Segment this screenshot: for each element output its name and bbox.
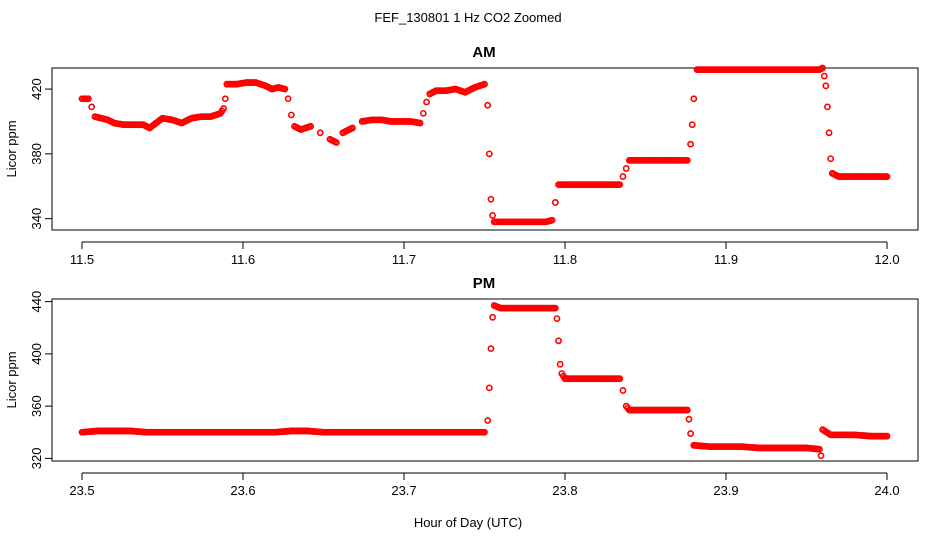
am-data-point bbox=[485, 150, 493, 158]
am-data-points bbox=[78, 64, 891, 226]
pm-data-point bbox=[619, 387, 627, 394]
am-data-point bbox=[616, 181, 624, 189]
am-data-point bbox=[690, 95, 698, 103]
am-y-tick-label: 340 bbox=[29, 208, 44, 230]
am-panel: AM 11.5 11.6 11.7 11.8 11.9 12.0 340 380 420 Li… bbox=[4, 44, 919, 267]
pm-data-points bbox=[78, 302, 891, 460]
pm-data-point bbox=[489, 313, 496, 321]
am-y-axis-label: Licor ppm bbox=[4, 120, 19, 177]
pm-data-point bbox=[481, 428, 488, 436]
x-axis-label: Hour of Day (UTC) bbox=[414, 515, 522, 530]
am-data-point bbox=[687, 140, 694, 148]
am-data-point bbox=[220, 105, 228, 112]
pm-data-point bbox=[815, 445, 823, 453]
am-x-tick-label: 11.8 bbox=[553, 252, 577, 267]
pm-data-point bbox=[487, 345, 495, 353]
am-data-point bbox=[284, 95, 292, 103]
pm-x-tick-label: 23.7 bbox=[391, 483, 416, 498]
am-x-tick-label: 11.9 bbox=[714, 252, 738, 267]
am-data-point bbox=[827, 155, 835, 163]
am-plot-frame bbox=[51, 67, 919, 231]
am-data-point bbox=[683, 156, 691, 164]
am-data-point bbox=[419, 109, 427, 117]
pm-y-axis: 320 360 400 440 bbox=[29, 291, 53, 470]
pm-y-tick-label: 320 bbox=[29, 448, 44, 470]
am-x-tick-label: 11.7 bbox=[392, 252, 416, 267]
am-data-point bbox=[825, 129, 833, 137]
am-data-point bbox=[281, 85, 289, 93]
pm-data-point bbox=[817, 452, 825, 460]
am-data-point bbox=[484, 101, 492, 109]
pm-panel: PM 23.5 23.6 23.7 23.8 23.9 24.0 320 360 400 440… bbox=[4, 275, 919, 498]
pm-data-point bbox=[883, 432, 891, 440]
am-data-point bbox=[548, 216, 556, 224]
pm-y-tick-label: 360 bbox=[29, 395, 44, 417]
am-data-point bbox=[487, 195, 495, 203]
pm-plot-frame bbox=[51, 298, 919, 462]
am-data-point bbox=[820, 72, 828, 80]
am-data-point bbox=[316, 129, 324, 137]
pm-x-tick-label: 23.9 bbox=[713, 483, 738, 498]
am-x-tick-label: 11.5 bbox=[70, 252, 94, 267]
am-data-point bbox=[481, 80, 488, 88]
figure-title: FEF_130801 1 Hz CO2 Zoomed bbox=[374, 10, 561, 25]
am-data-point bbox=[85, 95, 92, 103]
pm-y-tick-label: 400 bbox=[29, 343, 44, 365]
am-y-tick-label: 420 bbox=[29, 78, 44, 100]
am-data-point bbox=[221, 95, 229, 103]
am-data-point bbox=[819, 64, 826, 72]
am-data-point bbox=[416, 119, 424, 127]
am-x-axis: 11.5 11.6 11.7 11.8 11.9 12.0 bbox=[70, 241, 900, 267]
am-y-axis: 340 380 420 bbox=[29, 78, 53, 230]
am-panel-title: AM bbox=[472, 44, 495, 61]
am-data-point bbox=[688, 121, 696, 129]
pm-x-tick-label: 23.6 bbox=[230, 483, 255, 498]
pm-data-point bbox=[551, 304, 559, 312]
pm-data-point bbox=[556, 360, 564, 368]
pm-data-point bbox=[553, 315, 561, 322]
am-x-tick-label: 12.0 bbox=[874, 252, 899, 267]
am-data-point bbox=[824, 103, 831, 111]
pm-x-tick-label: 23.5 bbox=[69, 483, 94, 498]
pm-x-tick-label: 24.0 bbox=[874, 483, 899, 498]
am-data-point bbox=[551, 199, 559, 206]
pm-y-tick-label: 440 bbox=[29, 291, 44, 313]
pm-data-point bbox=[685, 415, 693, 423]
am-data-point bbox=[287, 111, 295, 119]
am-data-point bbox=[332, 139, 340, 146]
am-data-point bbox=[349, 124, 356, 132]
am-data-point bbox=[622, 165, 630, 172]
pm-data-point bbox=[484, 417, 492, 424]
pm-data-point bbox=[683, 406, 691, 414]
am-data-point bbox=[423, 98, 430, 106]
pm-data-point bbox=[616, 375, 624, 383]
pm-data-point bbox=[485, 384, 493, 392]
am-data-point bbox=[307, 122, 315, 130]
am-y-tick-label: 380 bbox=[29, 143, 44, 165]
am-data-point bbox=[822, 82, 830, 90]
pm-data-point bbox=[555, 337, 562, 345]
am-x-tick-label: 11.6 bbox=[231, 252, 255, 267]
am-data-point bbox=[883, 173, 891, 180]
am-data-point bbox=[88, 103, 96, 111]
am-data-point bbox=[619, 173, 627, 180]
am-data-point bbox=[489, 212, 496, 219]
pm-y-axis-label: Licor ppm bbox=[4, 351, 19, 408]
pm-x-tick-label: 23.8 bbox=[552, 483, 577, 498]
pm-data-point bbox=[687, 430, 694, 437]
pm-panel-title: PM bbox=[473, 275, 496, 292]
pm-x-axis: 23.5 23.6 23.7 23.8 23.9 24.0 bbox=[69, 472, 900, 498]
